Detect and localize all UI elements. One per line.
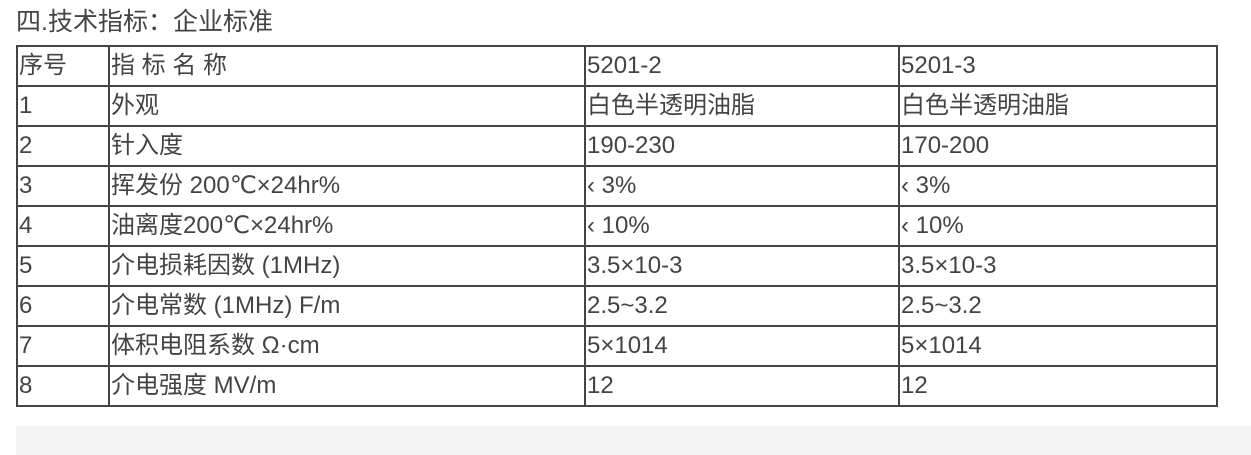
cell-model-5201-2: 190-230 — [584, 125, 900, 167]
cell-model-5201-2: ‹ 10% — [584, 205, 900, 247]
table-row: 3 挥发份 200℃×24hr% ‹ 3% ‹ 3% — [16, 165, 1218, 207]
cell-name: 挥发份 200℃×24hr% — [108, 165, 586, 207]
cell-model-5201-2: 2.5~3.2 — [584, 285, 900, 327]
table-row: 8 介电强度 MV/m 12 12 — [16, 365, 1218, 407]
table-row: 5 介电损耗因数 (1MHz) 3.5×10-3 3.5×10-3 — [16, 245, 1218, 287]
header-model-5201-3: 5201-3 — [898, 45, 1218, 87]
cell-model-5201-3: 170-200 — [898, 125, 1218, 167]
cell-index: 1 — [16, 85, 110, 127]
cell-name: 介电常数 (1MHz) F/m — [108, 285, 586, 327]
cell-name: 介电强度 MV/m — [108, 365, 586, 407]
cell-name: 针入度 — [108, 125, 586, 167]
cell-model-5201-3: 12 — [898, 365, 1218, 407]
cell-model-5201-2: 白色半透明油脂 — [584, 85, 900, 127]
cell-model-5201-2: 3.5×10-3 — [584, 245, 900, 287]
header-row: 序号指 标 名 称 5201-2 5201-3 — [16, 45, 1218, 87]
section-title: 四.技术指标：企业标准 — [16, 8, 273, 36]
table-row: 6 介电常数 (1MHz) F/m 2.5~3.2 2.5~3.2 — [16, 285, 1218, 327]
cell-model-5201-3: 3.5×10-3 — [898, 245, 1218, 287]
cell-model-5201-2: 5×1014 — [584, 325, 900, 367]
cell-name: 体积电阻系数 Ω·cm — [108, 325, 586, 367]
header-model-5201-2: 5201-2 — [584, 45, 900, 87]
cell-model-5201-2: ‹ 3% — [584, 165, 900, 207]
cell-index: 6 — [16, 285, 110, 327]
cell-name: 外观 — [108, 85, 586, 127]
cell-model-5201-2: 12 — [584, 365, 900, 407]
cell-model-5201-3: ‹ 10% — [898, 205, 1218, 247]
cell-model-5201-3: 白色半透明油脂 — [898, 85, 1218, 127]
header-name: 指 标 名 称 — [108, 45, 586, 87]
cell-model-5201-3: 2.5~3.2 — [898, 285, 1218, 327]
cell-model-5201-3: ‹ 3% — [898, 165, 1218, 207]
table-row: 1 外观 白色半透明油脂 白色半透明油脂 — [16, 85, 1218, 127]
table-row: 4 油离度200℃×24hr% ‹ 10% ‹ 10% — [16, 205, 1218, 247]
cell-index: 3 — [16, 165, 110, 207]
cell-index: 4 — [16, 205, 110, 247]
table-row: 7 体积电阻系数 Ω·cm 5×1014 5×1014 — [16, 325, 1218, 367]
header-index: 序号 — [16, 45, 110, 87]
cell-name: 介电损耗因数 (1MHz) — [108, 245, 586, 287]
cell-index: 8 — [16, 365, 110, 407]
spec-table: 序号指 标 名 称 5201-2 5201-3 1 外观 白色半透明油脂 白色半透明油脂 2 针… — [16, 45, 1218, 407]
cell-model-5201-3: 5×1014 — [898, 325, 1218, 367]
cell-name: 油离度200℃×24hr% — [108, 205, 586, 247]
cell-index: 7 — [16, 325, 110, 367]
table-row: 2 针入度 190-230 170-200 — [16, 125, 1218, 167]
footer-band — [16, 426, 1251, 455]
cell-index: 2 — [16, 125, 110, 167]
cell-index: 5 — [16, 245, 110, 287]
